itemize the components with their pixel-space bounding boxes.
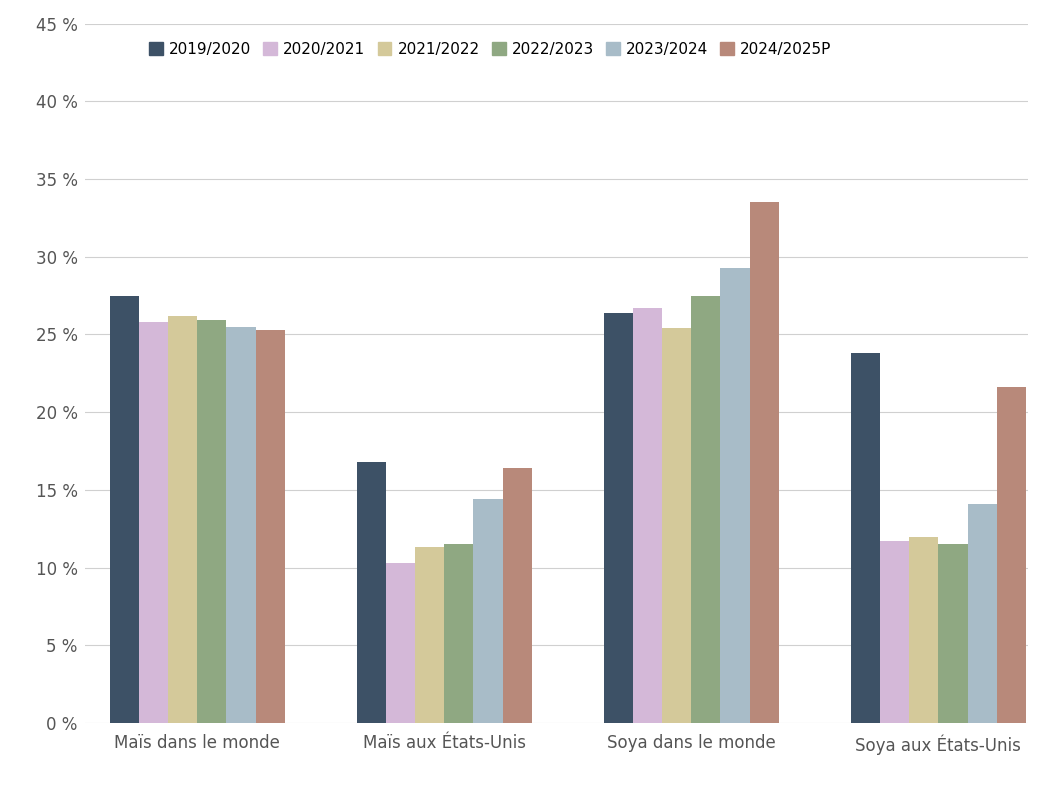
Bar (880, 542, 909, 723)
Bar (749, 202, 779, 723)
Bar (851, 353, 880, 723)
Bar (444, 545, 474, 723)
Bar (416, 548, 444, 723)
Bar (356, 462, 386, 723)
Bar (386, 563, 416, 723)
Bar (691, 296, 721, 723)
Bar (604, 313, 633, 723)
Bar (662, 329, 691, 723)
Bar (474, 499, 502, 723)
Bar (502, 468, 532, 723)
Bar (139, 322, 167, 723)
Bar (227, 327, 255, 723)
Bar (938, 545, 968, 723)
Bar (197, 321, 227, 723)
Bar (721, 268, 749, 723)
Bar (255, 330, 285, 723)
Bar (109, 296, 139, 723)
Legend: 2019/2020, 2020/2021, 2021/2022, 2022/2023, 2023/2024, 2024/2025P: 2019/2020, 2020/2021, 2021/2022, 2022/20… (149, 42, 832, 57)
Bar (633, 308, 662, 723)
Bar (996, 387, 1026, 723)
Bar (167, 316, 197, 723)
Bar (968, 504, 996, 723)
Bar (909, 537, 938, 723)
